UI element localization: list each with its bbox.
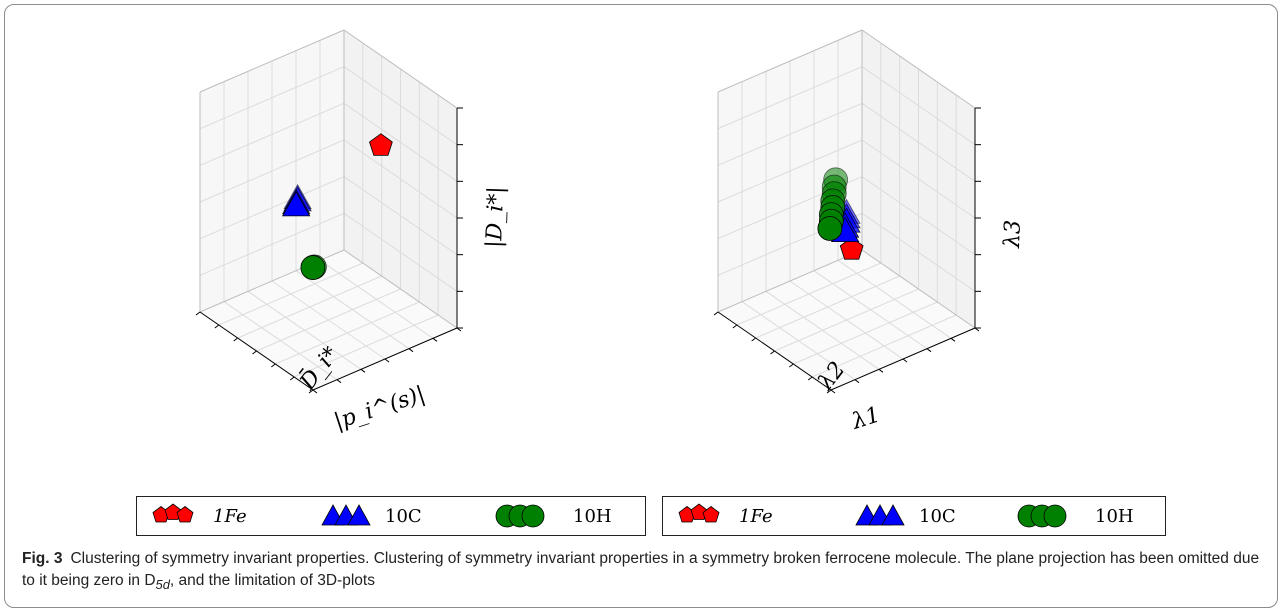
- y-axis-tick: [751, 337, 756, 342]
- legend-right-label-c: 10C: [919, 506, 956, 527]
- pane-edge: [343, 249, 458, 329]
- legend-right-triangle-icon: [855, 504, 905, 526]
- x-axis-tick: [408, 348, 414, 353]
- pane-edge: [343, 29, 458, 109]
- pentagon-marker: [702, 506, 720, 523]
- legend-right: 1Fe 10C 10H: [662, 496, 1166, 536]
- x-axis-label: λ1: [848, 402, 883, 435]
- z-axis-label: |D_i*|: [482, 186, 509, 248]
- grid-lines: [717, 40, 976, 381]
- circle-marker: [817, 216, 843, 241]
- legend-right-label-h: 10H: [1095, 506, 1134, 527]
- circle-marker: [1043, 504, 1067, 528]
- caption-label: Fig. 3: [22, 550, 63, 567]
- data-markers: [282, 133, 393, 280]
- x-axis-tick: [926, 348, 932, 353]
- legend-right-svg: 1Fe 10C 10H: [678, 503, 1134, 528]
- grid-line: [293, 314, 439, 378]
- y-axis-tick: [713, 311, 719, 316]
- triangle-marker: [347, 504, 371, 526]
- x-axis-label: |p_i^(s)|: [331, 382, 428, 435]
- y-axis-tick: [195, 311, 201, 316]
- y-axis-tick: [271, 363, 276, 368]
- caption-tail: , and the limitation of 3D-plots: [169, 572, 375, 589]
- y-axis-tick: [233, 337, 238, 342]
- x-axis-tick: [312, 389, 318, 394]
- legend-left-label-fe: 1Fe: [213, 506, 247, 527]
- figure-caption: Fig. 3 Clustering of symmetry invariant p…: [22, 548, 1262, 596]
- data-markers: [817, 167, 864, 260]
- pane-edge: [199, 29, 345, 93]
- x-axis-tick: [432, 337, 438, 342]
- x-axis-tick: [360, 368, 366, 373]
- pentagon-marker: [690, 503, 708, 520]
- axis-lines: [195, 107, 463, 394]
- x-axis-tick: [830, 389, 836, 394]
- figure-frame: [4, 4, 1278, 608]
- y-axis-tick: [214, 324, 220, 329]
- y-axis-tick: [252, 350, 257, 355]
- circle-marker: [521, 504, 545, 528]
- pane-edge: [861, 249, 976, 329]
- x-axis-tick: [878, 368, 884, 373]
- y-axis-tick: [308, 389, 314, 394]
- pane-edge: [717, 29, 863, 93]
- y-axis-tick: [732, 324, 738, 329]
- x-axis-tick: [950, 337, 956, 342]
- axes-panes: [200, 30, 457, 390]
- pane-edge: [861, 29, 976, 109]
- caption-text: Clustering of symmetry invariant propert…: [22, 550, 1260, 589]
- legend-left-label-c: 10C: [385, 506, 422, 527]
- circle-marker: [300, 255, 326, 280]
- triangle-marker: [282, 191, 311, 217]
- y-axis-tick: [807, 376, 813, 381]
- x-axis-tick: [384, 358, 390, 363]
- grid-line: [199, 66, 345, 130]
- caption-subscript: 5d: [155, 577, 170, 593]
- z-axis-label: λ3: [1000, 219, 1026, 249]
- y-axis-tick: [826, 389, 832, 394]
- y-axis-tick: [770, 350, 775, 355]
- pentagon-marker: [839, 237, 864, 260]
- axis-lines: [713, 107, 981, 394]
- y-axis-tick: [289, 376, 295, 381]
- legend-right-circle-icon: [1017, 504, 1067, 528]
- legend-right-pentagon-icon: [678, 503, 720, 523]
- legend-left-circle-icon: [495, 504, 545, 528]
- pentagon-marker: [164, 503, 182, 520]
- x-axis-tick: [902, 358, 908, 363]
- legend-left-svg: 1Fe 10C 10H: [152, 503, 612, 528]
- triangle-marker: [881, 504, 905, 526]
- x-axis-tick: [336, 379, 342, 384]
- x-axis-tick: [854, 379, 860, 384]
- grid-line: [343, 66, 458, 146]
- grid-lines: [199, 40, 458, 381]
- grid-line: [861, 66, 976, 146]
- pane-edge: [717, 249, 863, 313]
- legend-left: 1Fe 10C 10H: [136, 496, 646, 536]
- legend-left-pentagon-icon: [152, 503, 194, 523]
- y-axis-tick: [789, 363, 794, 368]
- legend-left-label-h: 10H: [573, 506, 612, 527]
- scatter3d-left: |p_i^(s)|D̄_i*|D_i*|: [195, 29, 509, 435]
- pentagon-marker: [176, 506, 194, 523]
- legend-left-triangle-icon: [321, 504, 371, 526]
- legend-right-label-fe: 1Fe: [739, 506, 773, 527]
- grid-line: [811, 314, 957, 378]
- grid-line: [717, 66, 863, 130]
- pentagon-marker: [369, 133, 393, 156]
